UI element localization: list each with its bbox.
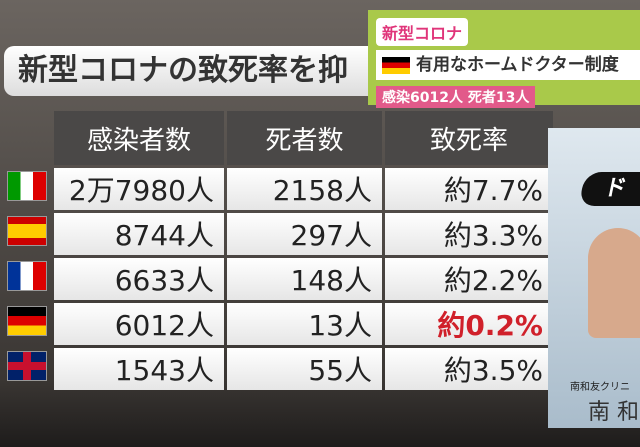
cell: 約2.2%: [385, 258, 553, 300]
cell: 2万7980人: [54, 168, 224, 210]
banner-tag: 新型コロナ: [376, 18, 469, 46]
flag: [7, 170, 47, 201]
table-body: 2万7980人 2158人 約7.7% 8744人 297人 約3.3% 6633人 148人…: [3, 168, 553, 390]
table-row: 8744人 297人 約3.3%: [3, 213, 553, 255]
column-header: 感染者数: [54, 111, 224, 165]
flag-cell: [3, 258, 51, 300]
cell: 2158人: [227, 168, 382, 210]
flag: [7, 260, 47, 291]
clinic: 南和友クリニ: [570, 382, 630, 393]
guest-name: 南 和: [588, 400, 639, 425]
guest-panel: ド 南和友クリニ 南 和: [548, 128, 640, 428]
banner: 新型コロナ 有用なホームドクター制度 感染6012人 死者13人: [368, 10, 640, 108]
cell: 1543人: [54, 348, 224, 390]
cell: 約7.7%: [385, 168, 553, 210]
table: 感染者数 死者数 致死率 2万7980人 2158人 約7.7% 8744人 297人約…: [0, 108, 556, 393]
flag-cell: [3, 213, 51, 255]
cell: 13人: [227, 303, 382, 345]
column-header: 死者数: [227, 111, 382, 165]
cell: 6012人: [54, 303, 224, 345]
corner: [3, 111, 51, 165]
table-row: 2万7980人 2158人 約7.7%: [3, 168, 553, 210]
cell: 148人: [227, 258, 382, 300]
headline-text: 有用なホームドクター制度: [416, 55, 619, 75]
caption: ド: [578, 172, 640, 206]
column-header: 致死率: [385, 111, 553, 165]
flag-cell: [3, 303, 51, 345]
cell: 297人: [227, 213, 382, 255]
flag: [382, 57, 410, 74]
flag-cell: [3, 168, 51, 210]
flag-cell: [3, 348, 51, 390]
table-row: 6633人 148人 約2.2%: [3, 258, 553, 300]
cell: 55人: [227, 348, 382, 390]
table-row: 6012人 13人 約0.2%: [3, 303, 553, 345]
banner-headline: 有用なホームドクター制度: [376, 50, 640, 80]
cell: 約0.2%: [385, 303, 553, 345]
cell: 6633人: [54, 258, 224, 300]
cell: 約3.5%: [385, 348, 553, 390]
banner-stats: 感染6012人 死者13人: [376, 86, 536, 108]
flag: [7, 215, 47, 246]
flag: [7, 350, 47, 381]
portrait: [588, 228, 640, 338]
cell: 約3.3%: [385, 213, 553, 255]
flag: [7, 305, 47, 336]
title: 新型コロナの致死率を抑: [4, 46, 378, 96]
cell: 8744人: [54, 213, 224, 255]
table-row: 1543人 55人 約3.5%: [3, 348, 553, 390]
